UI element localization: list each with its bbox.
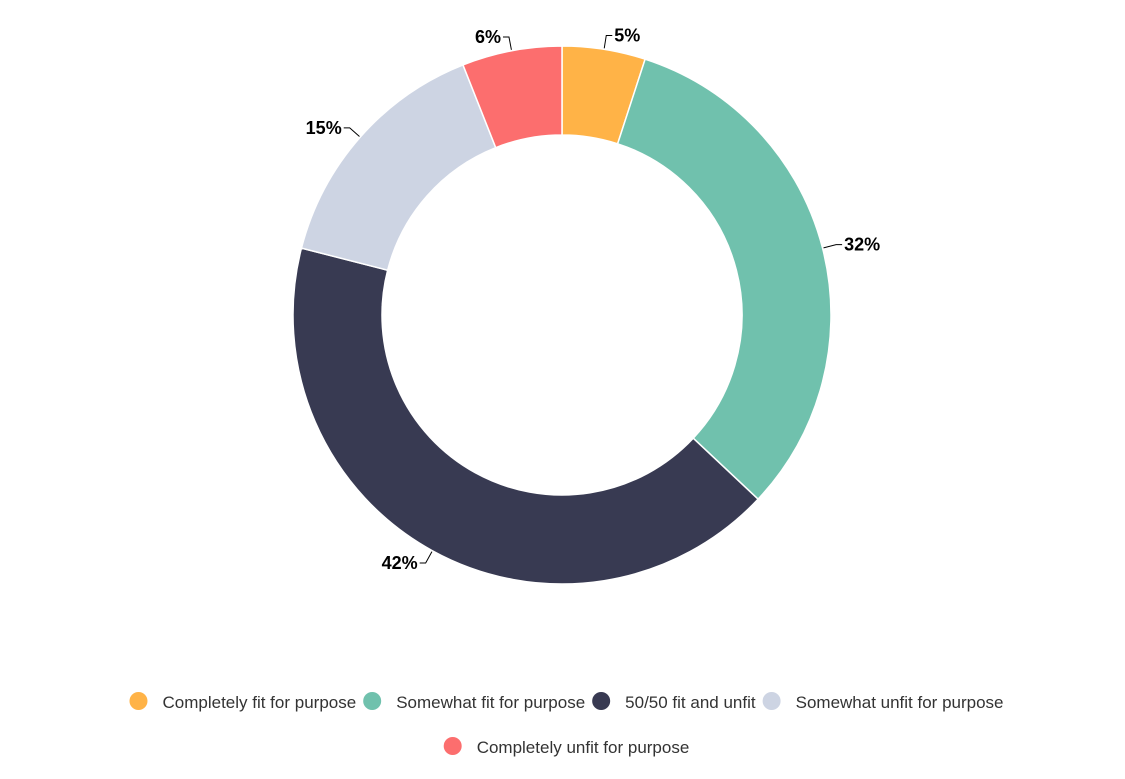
data-label-somewhat-fit-for-purpose: 32%	[844, 235, 880, 255]
legend-marker-somewhat-unfit-for-purpose	[762, 692, 781, 710]
legend-label-somewhat-fit-for-purpose: Somewhat fit for purpose	[396, 693, 585, 712]
leader-line-somewhat-unfit-for-purpose	[343, 127, 360, 137]
legend-item-completely-unfit-for-purpose[interactable]: Completely unfit for purpose	[443, 737, 690, 757]
legend-marker-completely-fit-for-purpose	[129, 692, 148, 710]
slice-somewhat-fit-for-purpose[interactable]	[616, 58, 832, 501]
leader-line-completely-fit-for-purpose	[603, 34, 613, 49]
data-label-somewhat-unfit-for-purpose: 15%	[306, 118, 342, 138]
legend-marker-50-50-fit-and-unfit	[592, 692, 611, 710]
legend-item-50-50-fit-and-unfit[interactable]: 50/50 fit and unfit	[592, 692, 756, 712]
slice-somewhat-unfit-for-purpose[interactable]	[300, 63, 497, 272]
data-label-completely-fit-for-purpose: 5%	[614, 25, 640, 45]
legend-item-somewhat-unfit-for-purpose[interactable]: Somewhat unfit for purpose	[762, 692, 1004, 712]
legend-label-somewhat-unfit-for-purpose: Somewhat unfit for purpose	[796, 693, 1004, 712]
legend-label-completely-fit-for-purpose: Completely fit for purpose	[162, 693, 356, 712]
legend-item-somewhat-fit-for-purpose[interactable]: Somewhat fit for purpose	[363, 692, 585, 712]
legend-label-50-50-fit-and-unfit: 50/50 fit and unfit	[625, 693, 756, 712]
legend-label-completely-unfit-for-purpose: Completely unfit for purpose	[477, 738, 690, 757]
legend-marker-completely-unfit-for-purpose	[443, 737, 462, 755]
leader-line-somewhat-fit-for-purpose	[823, 244, 843, 249]
donut-slices	[292, 45, 832, 585]
data-label-50-50-fit-and-unfit: 42%	[382, 553, 418, 573]
leader-line-50-50-fit-and-unfit	[419, 551, 433, 564]
slice-50-50-fit-and-unfit[interactable]	[292, 247, 760, 585]
legend-marker-somewhat-fit-for-purpose	[363, 692, 382, 710]
data-labels: 5% 32% 42% 15% 6%	[306, 25, 880, 573]
data-label-completely-unfit-for-purpose: 6%	[475, 27, 501, 47]
slice-completely-unfit-for-purpose[interactable]	[462, 45, 563, 149]
legend-item-completely-fit-for-purpose[interactable]: Completely fit for purpose	[129, 692, 356, 712]
leader-line-completely-unfit-for-purpose	[502, 36, 512, 50]
legend: Completely fit for purpose Somewhat fit f…	[129, 692, 1004, 757]
